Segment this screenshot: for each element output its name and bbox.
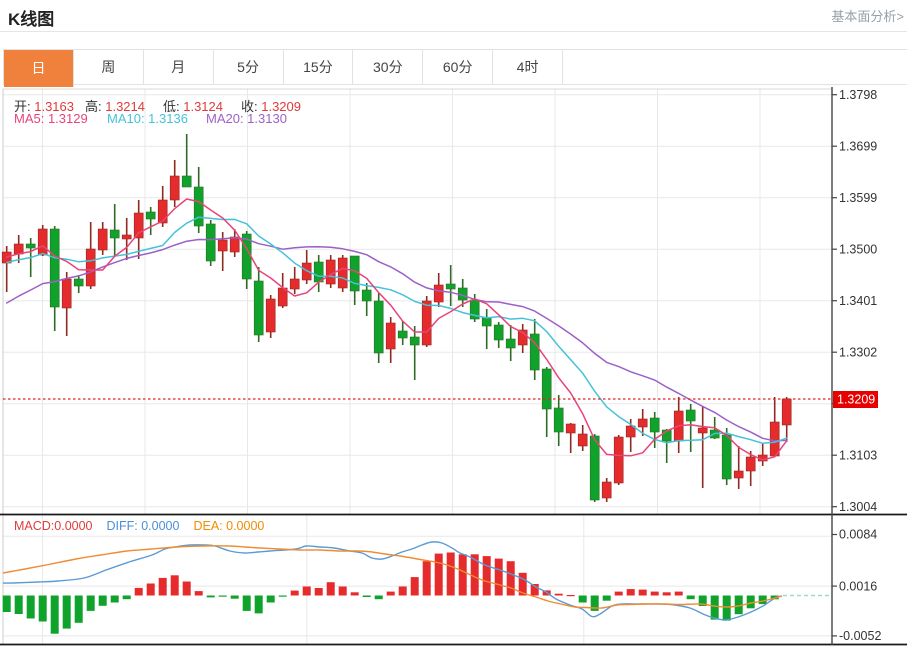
svg-text:1.3500: 1.3500 <box>839 242 877 256</box>
svg-text:1.3798: 1.3798 <box>839 88 877 102</box>
svg-text:1.3103: 1.3103 <box>839 448 877 462</box>
svg-text:0.0084: 0.0084 <box>839 528 877 542</box>
svg-text:1.3302: 1.3302 <box>839 345 877 359</box>
svg-text:1.3599: 1.3599 <box>839 191 877 205</box>
svg-text:-0.0052: -0.0052 <box>839 629 881 643</box>
svg-text:1.3004: 1.3004 <box>839 500 877 514</box>
svg-text:1.3401: 1.3401 <box>839 294 877 308</box>
svg-text:0.0016: 0.0016 <box>839 579 877 593</box>
svg-text:1.3699: 1.3699 <box>839 139 877 153</box>
svg-text:1.3209: 1.3209 <box>837 393 875 407</box>
